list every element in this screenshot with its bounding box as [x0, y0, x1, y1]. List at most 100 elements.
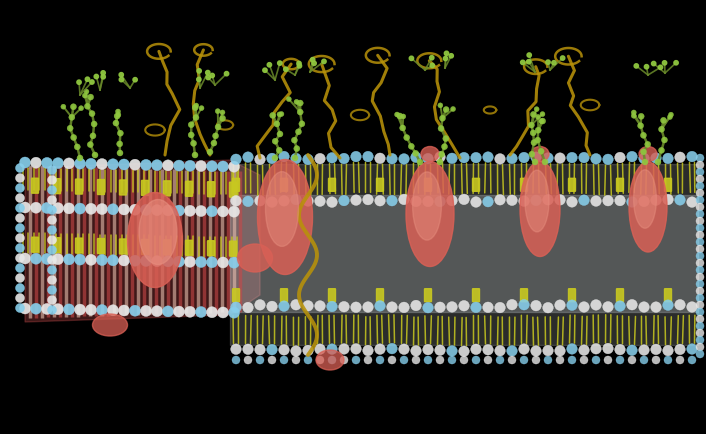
FancyBboxPatch shape	[32, 178, 39, 193]
Circle shape	[627, 345, 638, 355]
Circle shape	[408, 143, 414, 149]
FancyBboxPatch shape	[229, 182, 237, 197]
Circle shape	[663, 300, 674, 310]
Circle shape	[75, 203, 85, 214]
Circle shape	[129, 305, 140, 316]
Circle shape	[696, 161, 704, 169]
Circle shape	[273, 138, 278, 144]
Circle shape	[220, 110, 225, 115]
Circle shape	[71, 104, 76, 110]
FancyBboxPatch shape	[520, 178, 527, 191]
Circle shape	[206, 161, 217, 172]
Circle shape	[375, 344, 385, 355]
Circle shape	[67, 125, 73, 131]
Circle shape	[294, 99, 299, 104]
Circle shape	[640, 132, 647, 138]
Circle shape	[47, 195, 56, 204]
Circle shape	[579, 302, 590, 312]
Circle shape	[206, 257, 217, 268]
Circle shape	[696, 301, 704, 309]
Circle shape	[696, 294, 704, 302]
Circle shape	[664, 356, 672, 364]
Circle shape	[196, 306, 206, 318]
Circle shape	[113, 120, 119, 126]
Circle shape	[184, 256, 196, 267]
Circle shape	[472, 356, 480, 364]
Circle shape	[438, 103, 443, 108]
Circle shape	[225, 72, 229, 76]
Circle shape	[579, 195, 590, 205]
Circle shape	[603, 154, 614, 164]
Circle shape	[244, 356, 252, 364]
Circle shape	[696, 217, 704, 225]
Circle shape	[184, 205, 196, 216]
Circle shape	[552, 61, 556, 65]
Circle shape	[184, 160, 196, 171]
Circle shape	[140, 204, 152, 215]
FancyBboxPatch shape	[424, 289, 431, 302]
Circle shape	[397, 113, 403, 119]
Circle shape	[312, 61, 316, 66]
Circle shape	[328, 356, 336, 364]
Circle shape	[627, 197, 638, 207]
Circle shape	[387, 195, 397, 206]
Circle shape	[294, 145, 300, 151]
Circle shape	[411, 196, 421, 207]
Circle shape	[16, 283, 25, 293]
FancyBboxPatch shape	[280, 178, 287, 191]
Circle shape	[303, 196, 313, 206]
Circle shape	[471, 344, 481, 355]
Circle shape	[129, 204, 140, 215]
Circle shape	[291, 153, 301, 164]
Circle shape	[351, 302, 361, 312]
Circle shape	[263, 68, 267, 72]
Circle shape	[47, 266, 56, 274]
Circle shape	[352, 356, 360, 364]
Circle shape	[52, 158, 64, 169]
Circle shape	[152, 306, 162, 317]
Circle shape	[423, 153, 433, 164]
Circle shape	[496, 356, 504, 364]
Circle shape	[567, 344, 578, 354]
Circle shape	[627, 151, 638, 162]
Circle shape	[543, 302, 554, 313]
Circle shape	[16, 184, 25, 193]
FancyBboxPatch shape	[164, 181, 171, 196]
Circle shape	[579, 152, 590, 163]
Circle shape	[267, 344, 277, 355]
Circle shape	[534, 137, 541, 143]
FancyBboxPatch shape	[141, 240, 148, 254]
Circle shape	[16, 253, 25, 263]
Circle shape	[591, 196, 602, 206]
Circle shape	[508, 356, 516, 364]
Circle shape	[327, 152, 337, 163]
Circle shape	[243, 196, 253, 207]
Circle shape	[174, 205, 184, 216]
Circle shape	[217, 161, 229, 172]
Circle shape	[539, 118, 546, 124]
Circle shape	[315, 301, 325, 311]
Circle shape	[20, 253, 30, 264]
FancyBboxPatch shape	[208, 241, 215, 256]
Circle shape	[256, 356, 264, 364]
FancyBboxPatch shape	[328, 289, 335, 302]
Circle shape	[162, 160, 174, 171]
Circle shape	[676, 356, 684, 364]
Circle shape	[661, 117, 666, 123]
Circle shape	[339, 344, 349, 354]
Ellipse shape	[128, 193, 182, 287]
Circle shape	[272, 155, 278, 161]
Circle shape	[447, 153, 457, 164]
Circle shape	[303, 300, 313, 311]
FancyBboxPatch shape	[119, 180, 126, 195]
Circle shape	[696, 259, 704, 267]
Circle shape	[75, 304, 85, 315]
Circle shape	[129, 159, 140, 170]
Circle shape	[47, 256, 56, 264]
Circle shape	[591, 299, 602, 310]
Circle shape	[363, 194, 373, 205]
Circle shape	[459, 346, 469, 357]
Circle shape	[495, 194, 505, 205]
Circle shape	[652, 356, 660, 364]
Circle shape	[16, 303, 25, 312]
